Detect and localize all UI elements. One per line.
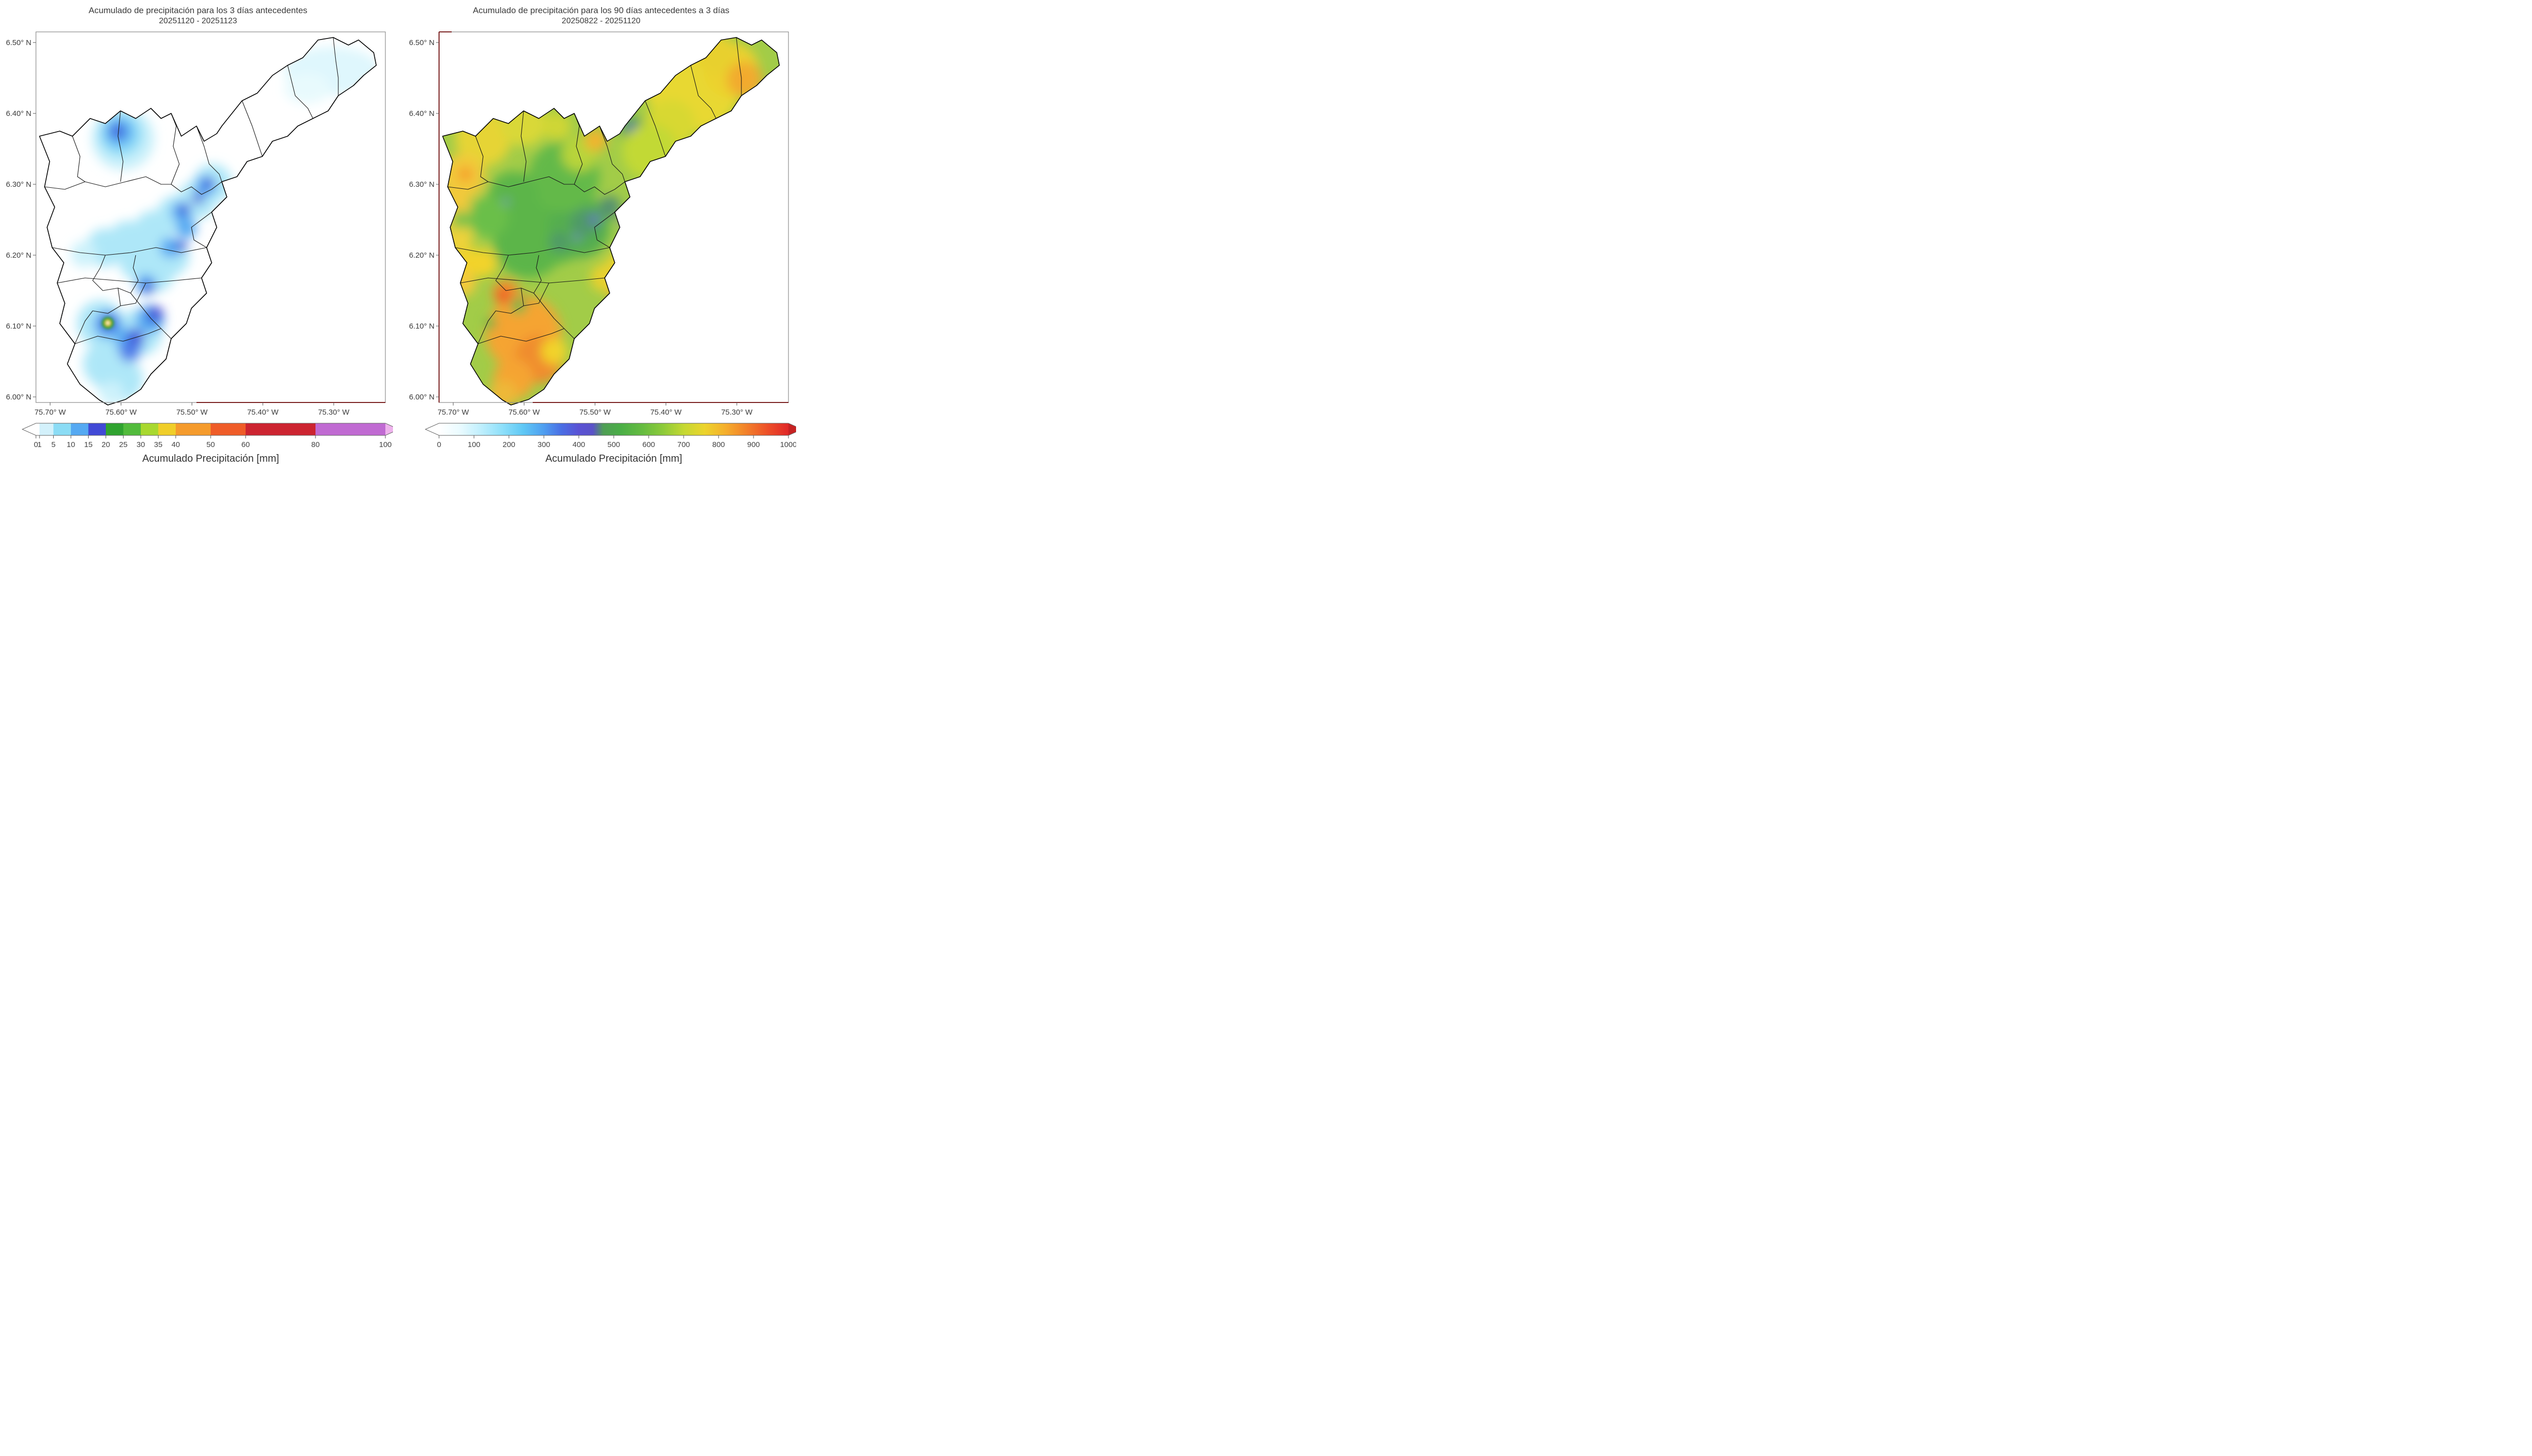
figure: Acumulado de precipitación para los 3 dí… xyxy=(0,0,2532,472)
colorbar-tick-label: 15 xyxy=(84,440,93,449)
colorbar-arrow-left xyxy=(22,423,36,435)
colorbar-tick-label: 900 xyxy=(747,440,760,449)
precip-field-3days xyxy=(71,46,376,405)
lat-tick-label: 6.10° N xyxy=(409,322,434,331)
panel-90days: Acumulado de precipitación para los 90 d… xyxy=(406,4,796,468)
lat-tick-label: 6.20° N xyxy=(6,251,31,260)
colorbar-tick-label: 80 xyxy=(311,440,320,449)
colorbar-tick-label: 200 xyxy=(502,440,515,449)
colorbar-gradient-bar xyxy=(439,423,788,435)
colorbar-tick-label: 100 xyxy=(467,440,480,449)
lon-tick-label: 75.30° W xyxy=(318,408,350,417)
colorbar-tick-marks xyxy=(439,435,789,438)
colorbar-tick-labels: 0 100 200 300 400 500 600 700 800 900 10… xyxy=(437,440,796,449)
colorbar-tick-label: 0 xyxy=(437,440,441,449)
lon-tick-label: 75.50° W xyxy=(579,408,611,417)
south-hotspot xyxy=(102,316,114,329)
lat-tick-label: 6.20° N xyxy=(409,251,434,260)
colorbar-tick-label: 35 xyxy=(154,440,163,449)
lat-tick-labels: 6.50° N 6.40° N 6.30° N 6.20° N 6.10° N … xyxy=(6,38,31,401)
lon-tick-label: 75.40° W xyxy=(247,408,279,417)
title-line2: 20250822 - 20251120 xyxy=(562,17,641,26)
colorbar-tick-label: 60 xyxy=(242,440,250,449)
lat-tick-label: 6.00° N xyxy=(6,393,31,401)
colorbar-3days: 0 1 5 10 15 20 25 30 35 40 50 60 80 100 … xyxy=(21,423,393,464)
lat-tick-label: 6.50° N xyxy=(409,38,434,47)
panel-title-90days: Acumulado de precipitación para los 90 d… xyxy=(406,5,796,27)
lon-tick-label: 75.60° W xyxy=(508,408,540,417)
lon-tick-marks xyxy=(453,402,737,406)
lat-tick-label: 6.30° N xyxy=(409,180,434,189)
lon-tick-marks xyxy=(50,402,334,406)
title-line1: Acumulado de precipitación para los 3 dí… xyxy=(89,6,307,15)
panel-title-3days: Acumulado de precipitación para los 3 dí… xyxy=(3,5,393,27)
lat-tick-label: 6.30° N xyxy=(6,180,31,189)
lat-tick-labels: 6.50° N 6.40° N 6.30° N 6.20° N 6.10° N … xyxy=(409,38,434,401)
lon-tick-labels: 75.70° W 75.60° W 75.50° W 75.40° W 75.3… xyxy=(438,408,753,417)
colorbar-tick-label: 20 xyxy=(102,440,110,449)
lon-tick-label: 75.70° W xyxy=(438,408,469,417)
colorbar-arrow-left xyxy=(425,423,439,435)
lat-tick-label: 6.40° N xyxy=(6,109,31,118)
colorbar-tick-label: 600 xyxy=(642,440,655,449)
colorbar-90days: 0 100 200 300 400 500 600 700 800 900 10… xyxy=(424,423,796,464)
colorbar-tick-label: 5 xyxy=(51,440,55,449)
lon-tick-labels: 75.70° W 75.60° W 75.50° W 75.40° W 75.3… xyxy=(34,408,350,417)
colorbar-gradient-bar xyxy=(36,423,385,435)
colorbar-tick-labels: 0 1 5 10 15 20 25 30 35 40 50 60 80 100 xyxy=(34,440,392,449)
lat-tick-marks xyxy=(33,42,36,397)
lon-tick-label: 75.60° W xyxy=(105,408,137,417)
colorbar-tick-label: 0 xyxy=(34,440,38,449)
colorbar-tick-label: 300 xyxy=(537,440,550,449)
colorbar-tick-label: 1000 xyxy=(780,440,796,449)
colorbar-tick-label: 30 xyxy=(137,440,145,449)
map-90days: 6.50° N 6.40° N 6.30° N 6.20° N 6.10° N … xyxy=(409,31,789,417)
precip-field-90days xyxy=(443,37,779,405)
colorbar-tick-label: 25 xyxy=(119,440,128,449)
colorbar-tick-label: 400 xyxy=(572,440,585,449)
lon-tick-label: 75.50° W xyxy=(176,408,208,417)
lon-tick-label: 75.30° W xyxy=(721,408,753,417)
colorbar-tick-label: 1 xyxy=(37,440,42,449)
colorbar-tick-marks xyxy=(35,435,386,438)
lat-tick-label: 6.50° N xyxy=(6,38,31,47)
title-line2: 20251120 - 20251123 xyxy=(159,17,238,26)
lat-tick-label: 6.40° N xyxy=(409,109,434,118)
colorbar-label: Acumulado Precipitación [mm] xyxy=(545,453,682,464)
lat-tick-label: 6.10° N xyxy=(6,322,31,331)
colorbar-label: Acumulado Precipitación [mm] xyxy=(142,453,279,464)
colorbar-tick-label: 800 xyxy=(712,440,725,449)
colorbar-tick-label: 50 xyxy=(207,440,215,449)
lat-tick-label: 6.00° N xyxy=(409,393,434,401)
title-line1: Acumulado de precipitación para los 90 d… xyxy=(472,6,730,15)
colorbar-tick-label: 700 xyxy=(677,440,690,449)
bbox-accent xyxy=(439,31,788,403)
colorbar-arrow-right xyxy=(385,423,393,435)
colorbar-tick-label: 100 xyxy=(379,440,391,449)
colorbar-tick-label: 40 xyxy=(172,440,180,449)
lon-tick-label: 75.70° W xyxy=(34,408,66,417)
lon-tick-label: 75.40° W xyxy=(650,408,682,417)
lat-tick-marks xyxy=(436,42,439,397)
colorbar-tick-label: 500 xyxy=(607,440,620,449)
panel-3days: Acumulado de precipitación para los 3 dí… xyxy=(3,4,393,468)
colorbar-arrow-right xyxy=(788,423,796,435)
colorbar-tick-label: 10 xyxy=(67,440,75,449)
map-3days: 6.50° N 6.40° N 6.30° N 6.20° N 6.10° N … xyxy=(6,31,386,417)
